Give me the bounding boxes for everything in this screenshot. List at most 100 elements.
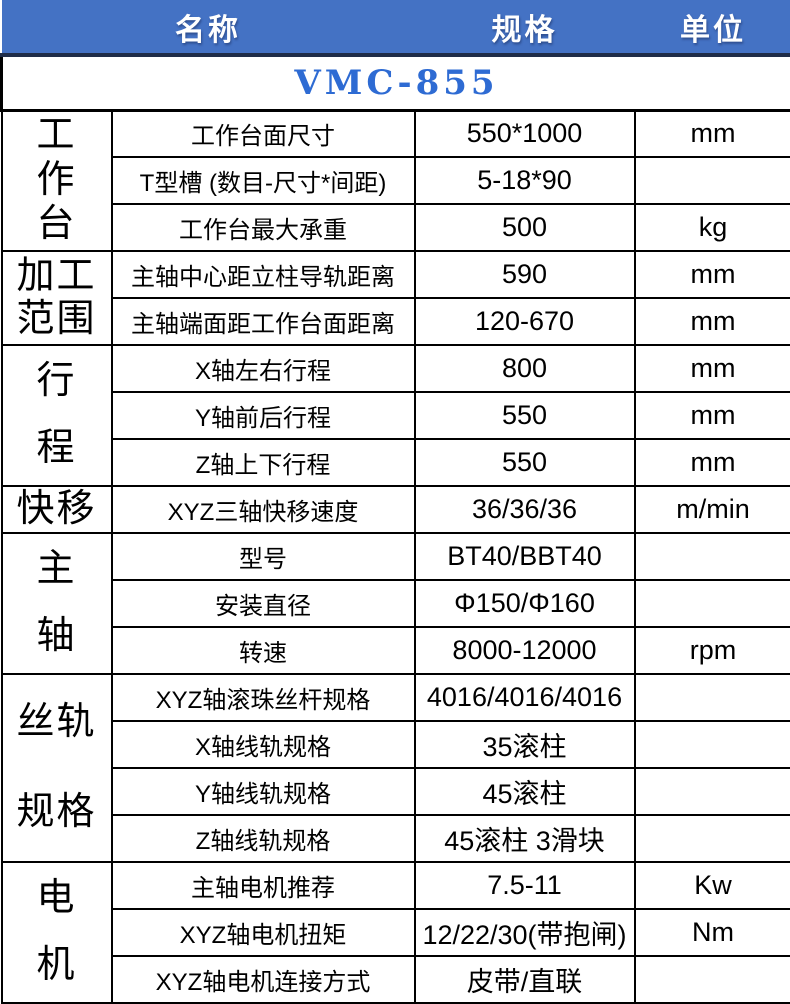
unit-cell xyxy=(635,533,790,580)
spec-cell: 45滚柱 3滑块 xyxy=(415,815,635,862)
category-label: 丝轨规格 xyxy=(3,678,111,858)
spec-cell: 590 xyxy=(415,251,635,298)
category-label-line: 工 xyxy=(36,116,76,156)
category-label: 主轴 xyxy=(3,537,111,670)
spec-cell: 550*1000 xyxy=(415,110,635,157)
unit-cell: rpm xyxy=(635,627,790,674)
name-cell: Y轴前后行程 xyxy=(112,392,415,439)
name-cell: XYZ三轴快移速度 xyxy=(112,486,415,533)
category-label-line: 机 xyxy=(36,946,76,986)
spec-cell: 45滚柱 xyxy=(415,768,635,815)
spec-cell: 7.5-11 xyxy=(415,862,635,909)
spec-cell: 500 xyxy=(415,204,635,251)
unit-cell: mm xyxy=(635,392,790,439)
unit-cell xyxy=(635,815,790,862)
table-row: XYZ轴电机连接方式皮带/直联 xyxy=(2,956,790,1003)
unit-cell xyxy=(635,956,790,1003)
category-label-line: 行 xyxy=(36,362,76,402)
unit-cell: Kw xyxy=(635,862,790,909)
spec-cell: 36/36/36 xyxy=(415,486,635,533)
spec-cell: 皮带/直联 xyxy=(415,956,635,1003)
category-label-line: 程 xyxy=(36,429,76,469)
category-label-line: 丝轨 xyxy=(16,703,96,743)
unit-cell xyxy=(635,768,790,815)
unit-cell: kg xyxy=(635,204,790,251)
table-header-row: 名称 规格 单位 xyxy=(2,0,790,55)
spec-cell: 120-670 xyxy=(415,298,635,345)
header-name: 名称 xyxy=(2,0,415,55)
category-label-line: 加工 xyxy=(16,257,96,297)
name-cell: 安装直径 xyxy=(112,580,415,627)
unit-cell: mm xyxy=(635,251,790,298)
spec-cell: 550 xyxy=(415,439,635,486)
unit-cell xyxy=(635,157,790,204)
category-label: 工作台 xyxy=(3,114,111,247)
spec-cell: BT40/BBT40 xyxy=(415,533,635,580)
name-cell: XYZ轴滚珠丝杆规格 xyxy=(112,674,415,721)
spec-cell: 4016/4016/4016 xyxy=(415,674,635,721)
name-cell: X轴左右行程 xyxy=(112,345,415,392)
category-label-line: 电 xyxy=(36,879,76,919)
unit-cell: m/min xyxy=(635,486,790,533)
category-cell: 行程 xyxy=(2,345,112,486)
header-spec: 规格 xyxy=(415,0,635,55)
name-cell: T型槽 (数目-尺寸*间距) xyxy=(112,157,415,204)
name-cell: XYZ轴电机扭矩 xyxy=(112,909,415,956)
name-cell: 主轴端面距工作台面距离 xyxy=(112,298,415,345)
category-label: 行程 xyxy=(3,349,111,482)
category-cell: 主轴 xyxy=(2,533,112,674)
category-label-line: 作 xyxy=(36,161,76,201)
name-cell: 工作台面尺寸 xyxy=(112,110,415,157)
spec-cell: 800 xyxy=(415,345,635,392)
spec-cell: 8000-12000 xyxy=(415,627,635,674)
category-cell: 快移 xyxy=(2,486,112,533)
category-label: 电机 xyxy=(3,866,111,999)
unit-cell xyxy=(635,674,790,721)
spec-cell: Φ150/Φ160 xyxy=(415,580,635,627)
category-label-line: 规格 xyxy=(16,793,96,833)
spec-cell: 35滚柱 xyxy=(415,721,635,768)
name-cell: Z轴上下行程 xyxy=(112,439,415,486)
unit-cell: Nm xyxy=(635,909,790,956)
name-cell: XYZ轴电机连接方式 xyxy=(112,956,415,1003)
category-label-line: 主 xyxy=(36,550,76,590)
category-label: 加工范围 xyxy=(3,255,111,341)
category-label-line: 快移 xyxy=(16,490,96,530)
name-cell: Z轴线轨规格 xyxy=(112,815,415,862)
name-cell: Y轴线轨规格 xyxy=(112,768,415,815)
category-cell: 丝轨规格 xyxy=(2,674,112,862)
unit-cell: mm xyxy=(635,345,790,392)
header-unit: 单位 xyxy=(635,0,790,55)
name-cell: 主轴中心距立柱导轨距离 xyxy=(112,251,415,298)
category-label: 快移 xyxy=(3,490,111,529)
category-cell: 工作台 xyxy=(2,110,112,251)
category-label-line: 范围 xyxy=(16,300,96,340)
name-cell: 转速 xyxy=(112,627,415,674)
name-cell: 工作台最大承重 xyxy=(112,204,415,251)
name-cell: 型号 xyxy=(112,533,415,580)
unit-cell: mm xyxy=(635,298,790,345)
category-cell: 电机 xyxy=(2,862,112,1003)
category-label-line: 台 xyxy=(36,205,76,245)
model-name: VMC-855 xyxy=(2,55,790,110)
name-cell: X轴线轨规格 xyxy=(112,721,415,768)
unit-cell xyxy=(635,721,790,768)
unit-cell xyxy=(635,580,790,627)
